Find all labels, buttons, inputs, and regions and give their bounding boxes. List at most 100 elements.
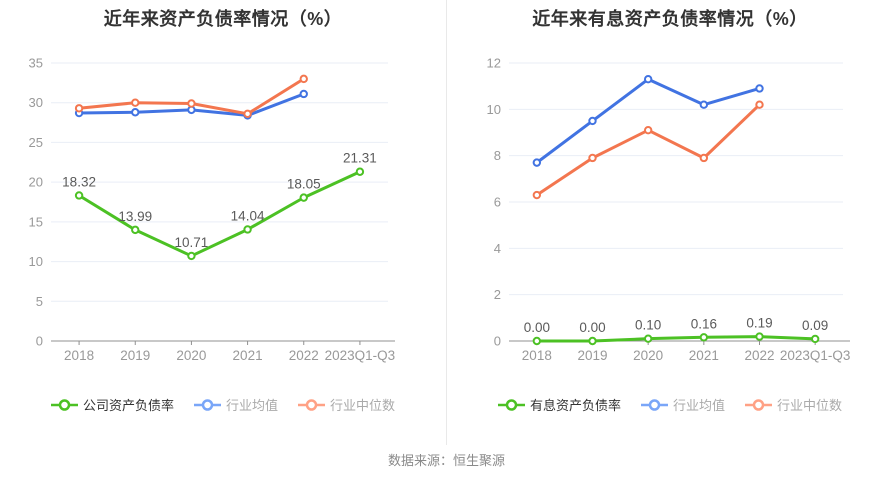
y-axis-tick-label: 10 bbox=[29, 254, 43, 269]
legend-marker-ring bbox=[505, 398, 518, 411]
series-line-2 bbox=[535, 103, 761, 197]
y-axis-tick-label: 0 bbox=[36, 334, 43, 349]
legend-line-marker-icon bbox=[298, 398, 325, 411]
data-label: 21.31 bbox=[343, 151, 377, 166]
interest-debt-legend: 有息资产负债率 行业均值 行业中位数 bbox=[447, 395, 893, 414]
series-line-0 bbox=[77, 170, 362, 258]
data-point bbox=[299, 193, 308, 202]
data-point bbox=[643, 75, 653, 84]
y-axis-tick-label: 4 bbox=[494, 241, 501, 256]
data-point bbox=[532, 336, 542, 346]
data-point bbox=[131, 98, 140, 107]
data-point bbox=[74, 191, 84, 200]
data-point bbox=[355, 167, 365, 176]
data-label: 14.04 bbox=[231, 208, 265, 223]
data-label: 0.19 bbox=[746, 316, 772, 331]
data-point bbox=[131, 225, 140, 235]
x-axis-tick-label: 2021 bbox=[233, 348, 263, 363]
data-point bbox=[187, 251, 196, 261]
data-point bbox=[588, 116, 597, 126]
data-point bbox=[699, 153, 709, 163]
legend-item-0[interactable]: 有息资产负债率 bbox=[497, 395, 621, 414]
data-label: 0.10 bbox=[635, 318, 661, 333]
data-point bbox=[755, 332, 764, 341]
y-axis-tick-label: 20 bbox=[29, 175, 43, 190]
legend-marker-ring bbox=[58, 398, 71, 411]
y-axis-tick-label: 25 bbox=[29, 135, 43, 150]
chart-title: 近年来有息资产负债率情况（%） bbox=[532, 9, 808, 29]
data-point bbox=[699, 100, 709, 109]
y-axis-tick-label: 8 bbox=[494, 148, 501, 163]
legend-line-marker-icon bbox=[497, 398, 525, 411]
data-point bbox=[588, 336, 597, 346]
chart-interest-bearing-debt-ratio: 近年来有息资产负债率情况（%） 0 2 4 6 8 10 12 2018 2019 2020 202… bbox=[447, 0, 893, 480]
legend-label: 行业均值 bbox=[672, 398, 725, 413]
y-axis-tick-label: 30 bbox=[29, 95, 43, 110]
y-axis-tick-label: 0 bbox=[494, 334, 501, 349]
y-axis-tick-label: 2 bbox=[494, 287, 501, 302]
x-axis-tick-label: 2023Q1-Q3 bbox=[780, 348, 851, 363]
legend-marker-ring bbox=[201, 398, 214, 411]
legend-label: 行业中位数 bbox=[330, 398, 396, 413]
y-axis-tick-label: 5 bbox=[36, 294, 43, 309]
data-label: 18.32 bbox=[62, 174, 96, 189]
data-point bbox=[643, 125, 653, 135]
x-axis-tick-label: 2019 bbox=[577, 348, 607, 363]
data-label: 0.16 bbox=[691, 316, 717, 331]
series-line-1 bbox=[535, 77, 761, 165]
data-point bbox=[810, 334, 820, 344]
y-axis-tick-label: 10 bbox=[487, 102, 501, 117]
legend-line-marker-icon bbox=[50, 398, 78, 411]
x-axis-tick-label: 2020 bbox=[176, 348, 206, 363]
data-point bbox=[588, 153, 597, 163]
legend-line-marker-icon bbox=[193, 398, 221, 411]
legend-label: 行业均值 bbox=[225, 398, 278, 413]
debt-ratio-plot-area: 0 5 10 15 20 25 30 35 2018 2019 2020 2021 2022 2023Q1… bbox=[29, 56, 396, 364]
x-axis-tick-label: 2018 bbox=[64, 348, 94, 363]
legend-line-marker-icon bbox=[745, 398, 772, 411]
data-point bbox=[299, 74, 308, 84]
data-point bbox=[532, 190, 542, 200]
y-axis-tick-label: 35 bbox=[29, 56, 43, 71]
data-point bbox=[131, 108, 140, 117]
data-label: 18.05 bbox=[287, 177, 321, 192]
legend-line-marker-icon bbox=[640, 398, 668, 411]
legend-label: 公司资产负债率 bbox=[82, 398, 174, 413]
series-line-0 bbox=[535, 335, 817, 343]
legend-marker-ring bbox=[648, 398, 661, 411]
debt-ratio-legend: 公司资产负债率 行业均值 行业中位数 bbox=[0, 395, 446, 414]
data-point bbox=[243, 109, 252, 119]
x-axis-tick-label: 2022 bbox=[744, 348, 774, 363]
data-point bbox=[187, 99, 196, 108]
legend-item-2[interactable]: 行业中位数 bbox=[298, 395, 395, 414]
legend-label: 行业中位数 bbox=[777, 398, 843, 413]
data-label: 10.71 bbox=[175, 235, 209, 250]
data-point bbox=[243, 225, 252, 234]
x-axis-tick-label: 2019 bbox=[120, 348, 150, 363]
legend-marker-ring bbox=[305, 398, 318, 411]
y-axis-tick-label: 15 bbox=[29, 214, 43, 229]
data-point bbox=[755, 100, 764, 109]
data-point bbox=[532, 158, 542, 167]
legend-item-1[interactable]: 行业均值 bbox=[640, 395, 725, 414]
data-label: 0.09 bbox=[802, 318, 828, 333]
charts-divider bbox=[446, 0, 447, 445]
legend-item-1[interactable]: 行业均值 bbox=[193, 395, 278, 414]
x-axis-tick-label: 2020 bbox=[633, 348, 663, 363]
data-point bbox=[755, 84, 764, 93]
legend-marker-ring bbox=[752, 398, 765, 411]
data-point bbox=[699, 333, 709, 342]
data-point bbox=[643, 334, 653, 343]
legend-item-2[interactable]: 行业中位数 bbox=[745, 395, 842, 414]
chart-debt-ratio: 近年来资产负债率情况（%） 0 5 10 15 20 25 30 35 2018 2019 2020… bbox=[0, 0, 446, 480]
y-axis-tick-label: 6 bbox=[494, 195, 501, 210]
data-point bbox=[74, 104, 84, 113]
data-source-note: 数据来源：恒生聚源 bbox=[387, 453, 505, 468]
x-axis-tick-label: 2018 bbox=[522, 348, 552, 363]
chart-title: 近年来资产负债率情况（%） bbox=[103, 9, 343, 29]
data-label: 0.00 bbox=[579, 320, 605, 335]
data-point bbox=[299, 89, 308, 99]
legend-item-0[interactable]: 公司资产负债率 bbox=[50, 395, 174, 414]
x-axis-tick-label: 2021 bbox=[689, 348, 719, 363]
